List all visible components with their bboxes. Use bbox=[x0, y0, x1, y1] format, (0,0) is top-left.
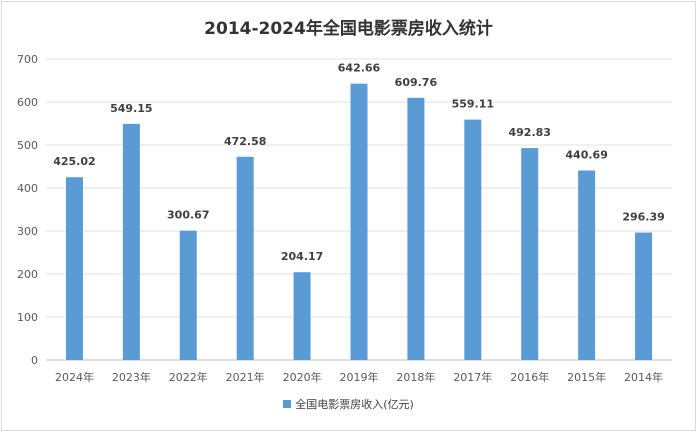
y-tick-label: 400 bbox=[17, 182, 38, 195]
data-label: 425.02 bbox=[53, 155, 95, 168]
bar bbox=[578, 170, 596, 360]
x-tick-label: 2021年 bbox=[226, 370, 265, 384]
x-tick-label: 2018年 bbox=[396, 370, 435, 384]
legend-label: 全国电影票房收入(亿元) bbox=[295, 398, 414, 411]
legend-swatch bbox=[283, 400, 292, 408]
data-label: 609.76 bbox=[395, 76, 438, 89]
x-tick-label: 2017年 bbox=[453, 370, 492, 384]
data-label: 204.17 bbox=[281, 250, 323, 263]
bar bbox=[407, 97, 425, 361]
bar bbox=[464, 119, 482, 360]
data-label: 642.66 bbox=[338, 62, 381, 75]
x-tick-label: 2024年 bbox=[55, 370, 94, 384]
bar bbox=[635, 232, 653, 360]
bar bbox=[179, 230, 197, 360]
bar bbox=[350, 83, 368, 361]
data-label: 296.39 bbox=[622, 211, 664, 224]
x-axis: 2024年 2023年 2022年 2021年 2020年 2019年 2018年 2017年… bbox=[55, 370, 663, 384]
bar bbox=[293, 272, 311, 360]
data-label: 440.69 bbox=[565, 149, 607, 162]
bars bbox=[65, 83, 653, 361]
x-tick-label: 2014年 bbox=[624, 370, 663, 384]
x-tick-label: 2016年 bbox=[510, 370, 549, 384]
y-tick-label: 300 bbox=[17, 225, 38, 238]
legend: 全国电影票房收入(亿元) bbox=[0, 396, 697, 412]
bar bbox=[521, 148, 539, 360]
bar bbox=[65, 177, 83, 360]
x-tick-label: 2022年 bbox=[169, 370, 208, 384]
data-label: 559.11 bbox=[452, 98, 494, 111]
y-tick-label: 200 bbox=[17, 268, 38, 281]
y-tick-label: 100 bbox=[17, 311, 38, 324]
x-tick-label: 2019年 bbox=[340, 370, 379, 384]
x-tick-label: 2015年 bbox=[567, 370, 606, 384]
y-tick-label: 600 bbox=[17, 96, 38, 109]
data-label: 472.58 bbox=[224, 135, 266, 148]
y-tick-label: 700 bbox=[17, 53, 38, 66]
data-labels: 425.02 549.15 300.67 472.58 204.17 642.66 609.… bbox=[53, 62, 665, 264]
y-tick-label: 500 bbox=[17, 139, 38, 152]
x-tick-label: 2020年 bbox=[283, 370, 322, 384]
chart-title: 2014-2024年全国电影票房收入统计 bbox=[204, 19, 493, 39]
bar bbox=[122, 123, 140, 360]
data-label: 300.67 bbox=[167, 209, 209, 222]
data-label: 492.83 bbox=[509, 126, 551, 139]
x-tick-label: 2023年 bbox=[112, 370, 151, 384]
bar bbox=[236, 156, 254, 360]
y-axis: 0 100 200 300 400 500 600 700 bbox=[17, 53, 38, 367]
data-label: 549.15 bbox=[110, 102, 152, 115]
y-tick-label: 0 bbox=[31, 354, 38, 367]
